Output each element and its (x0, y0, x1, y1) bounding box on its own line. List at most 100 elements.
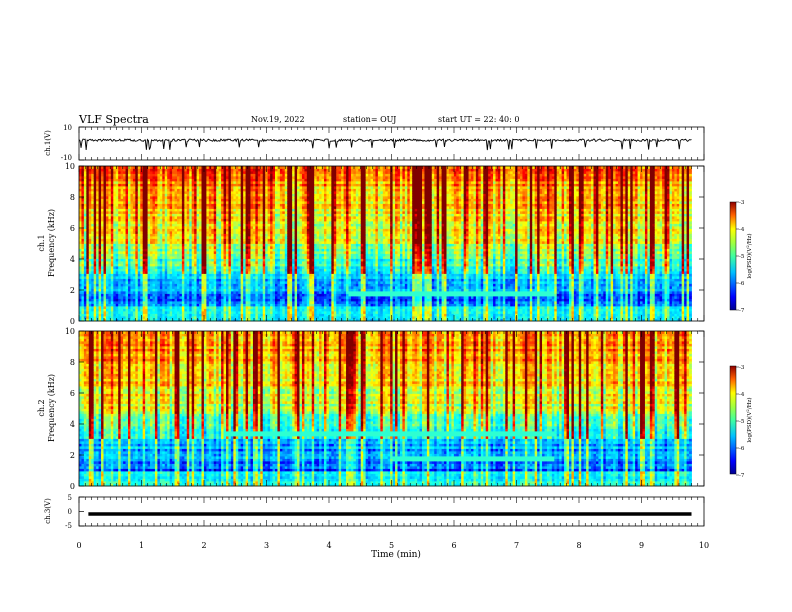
spectrogram-cell (257, 228, 261, 232)
spectrogram-cell (199, 178, 202, 182)
spectrogram-cell (135, 166, 139, 169)
spectrogram-cell (189, 248, 193, 252)
spectrogram-cell (91, 183, 95, 187)
spectrogram-cell (196, 188, 200, 192)
spectrogram-cell (98, 298, 102, 302)
spectrogram-cell (110, 171, 114, 174)
spectrogram-cell (79, 316, 82, 319)
spectrogram-cell (154, 208, 158, 212)
spectrogram-cell (128, 196, 131, 199)
spectrogram-cell (159, 281, 163, 284)
spectrogram-cell (240, 308, 244, 312)
spectrogram-cell (83, 231, 87, 234)
spectrogram-cell (140, 176, 144, 179)
spectrogram-cell (211, 211, 215, 214)
spectrogram-cell (93, 296, 97, 299)
spectrogram-cell (132, 283, 136, 287)
spectrogram-cell (101, 188, 104, 192)
spectrogram-cell (240, 173, 244, 177)
spectrogram-cell (164, 236, 168, 239)
spectrogram-cell (118, 261, 122, 264)
spectrogram-cell (238, 201, 242, 204)
spectrogram-cell (118, 311, 122, 314)
spectrogram-cell (98, 286, 102, 289)
spectrogram-cell (238, 221, 242, 224)
spectrogram-cell (93, 298, 97, 302)
spectrogram-cell (189, 193, 193, 197)
spectrogram-cell (88, 241, 92, 244)
spectrogram-cell (125, 216, 129, 219)
spectrogram-cell (101, 306, 104, 309)
spectrogram-cell (150, 191, 153, 194)
spectrogram-cell (240, 176, 244, 179)
spectrogram-cell (162, 241, 166, 244)
spectrogram-cell (196, 206, 200, 209)
spectrogram-cell (226, 253, 229, 257)
spectrogram-cell (245, 288, 249, 292)
spectrogram-cell (201, 171, 205, 174)
spectrogram-cell (250, 186, 254, 189)
spectrogram-cell (245, 201, 249, 204)
spectrogram-cell (199, 266, 202, 269)
spectrogram-cell (179, 288, 183, 292)
spectrogram-cell (216, 203, 220, 207)
spectrogram-cell (203, 296, 207, 299)
spectrogram-cell (164, 223, 168, 227)
spectrogram-cell (257, 306, 261, 309)
spectrogram-cell (96, 291, 99, 294)
spectrogram-cell (86, 306, 90, 309)
spectrogram-cell (157, 168, 161, 172)
spectrogram-cell (221, 168, 224, 172)
spectrogram-cell (174, 261, 178, 264)
spectrogram-cell (189, 166, 193, 169)
spectrogram-cell (120, 268, 124, 272)
spectrogram-cell (213, 223, 217, 227)
spectrogram-cell (226, 236, 229, 239)
spectrogram-cell (169, 318, 173, 322)
spectrogram-cell (108, 168, 112, 172)
spectrogram-cell (181, 183, 185, 187)
spectrogram-cell (145, 196, 148, 199)
spectrogram-cell (272, 283, 276, 287)
spectrogram-cell (103, 241, 107, 244)
spectrogram-cell (147, 258, 151, 262)
spectrogram-cell (191, 261, 195, 264)
spectrogram-cell (137, 171, 141, 174)
spectrogram-cell (167, 201, 171, 204)
spectrogram-cell (218, 258, 222, 262)
spectrogram-cell (135, 248, 139, 252)
spectrogram-cell (272, 201, 276, 204)
spectrogram-cell (226, 251, 229, 254)
spectrogram-cell (189, 273, 193, 277)
spectrogram-cell (228, 168, 232, 172)
spectrogram-cell (125, 233, 129, 237)
spectrogram-cell (142, 291, 146, 294)
spectrogram-cell (105, 193, 109, 197)
spectrogram-cell (213, 231, 217, 234)
spectrogram-cell (157, 301, 161, 304)
spectrogram-cell (79, 286, 82, 289)
spectrogram-cell (81, 306, 85, 309)
spectrogram-cell (233, 231, 237, 234)
spectrogram-cell (174, 233, 178, 237)
spectrogram-cell (208, 196, 212, 199)
spectrogram-cell (96, 211, 99, 214)
spectrogram-cell (162, 236, 166, 239)
spectrogram-cell (125, 278, 129, 282)
spectrogram-cell (184, 238, 188, 242)
spectrogram-cell (216, 236, 220, 239)
spectrogram-cell (211, 238, 215, 242)
spectrogram-cell (208, 213, 212, 217)
spectrogram-cell (181, 306, 185, 309)
spectrogram-cell (230, 223, 234, 227)
spectrogram-cell (88, 193, 92, 197)
spectrogram-cell (201, 246, 205, 249)
spectrogram-cell (179, 226, 183, 229)
spectrogram-cell (159, 201, 163, 204)
spectrogram-cell (221, 221, 224, 224)
spectrogram-cell (132, 196, 136, 199)
spectrogram-cell (132, 253, 136, 257)
spectrogram-cell (137, 233, 141, 237)
spectrogram-cell (113, 288, 117, 292)
spectrogram-cell (110, 298, 114, 302)
